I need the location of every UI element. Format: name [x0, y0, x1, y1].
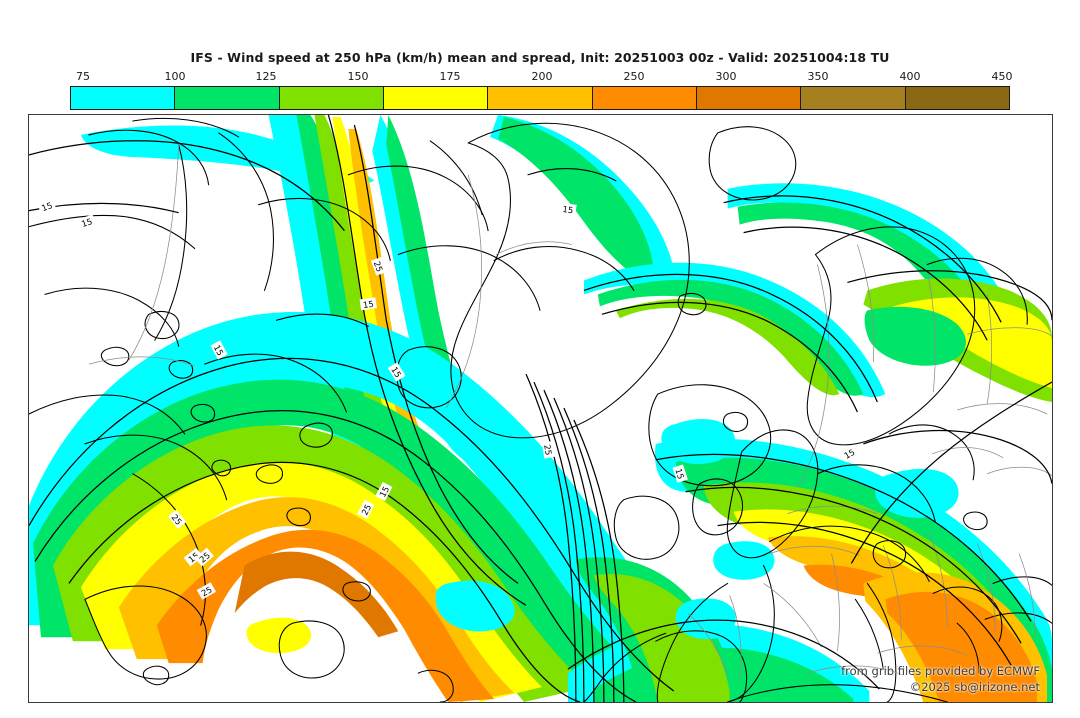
svg-text:15: 15 [212, 343, 226, 357]
fill-band-100-125 [597, 279, 864, 396]
coastlines [29, 117, 1052, 702]
svg-text:15: 15 [40, 200, 54, 213]
fill-band-75-100 [661, 418, 736, 465]
colorbar-tick-0: 75 [76, 70, 90, 83]
colorbar-band-100-125[interactable] [175, 87, 280, 109]
svg-text:25: 25 [359, 503, 373, 517]
colorbar-tick-3: 150 [347, 70, 369, 83]
svg-text:25: 25 [199, 584, 213, 598]
svg-text:25: 25 [372, 260, 385, 274]
fill-band-100-125 [386, 115, 481, 449]
fill-band-150-175 [246, 617, 312, 654]
colorbar-band-200-250[interactable] [592, 87, 697, 109]
fill-band-200-250 [885, 591, 1038, 702]
fill-band-100-125 [498, 116, 654, 285]
map-canvas[interactable]: 15 25 15 25 [28, 114, 1053, 703]
map-svg: 15 25 15 25 [29, 115, 1052, 702]
svg-text:15: 15 [842, 447, 856, 461]
spread-contours [29, 115, 1052, 702]
page-title: IFS - Wind speed at 250 hPa (km/h) mean … [190, 50, 890, 65]
svg-text:15: 15 [673, 467, 686, 480]
svg-text:15: 15 [377, 485, 391, 499]
colorbar-band-125-150[interactable] [279, 87, 384, 109]
colorbar-tick-8: 350 [807, 70, 829, 83]
svg-text:15: 15 [362, 299, 374, 310]
fill-band-75-100 [435, 580, 515, 632]
fill-band-175-200 [118, 497, 515, 702]
colorbar-tick-4: 175 [439, 70, 461, 83]
svg-text:15: 15 [562, 204, 574, 215]
political-borders [88, 144, 1052, 680]
fill-band-150-175 [80, 462, 542, 702]
colorbar-tick-7: 300 [715, 70, 737, 83]
fill-band-100-125 [864, 306, 966, 366]
colorbar-band-150-175[interactable] [383, 87, 489, 109]
colorbar-band-350-450[interactable] [905, 87, 1009, 109]
colorbar-tick-10: 450 [991, 70, 1013, 83]
colorbar-swatches[interactable] [70, 86, 1010, 110]
fill-band-200-250 [156, 529, 495, 702]
colorbar-band-175-200[interactable] [488, 87, 593, 109]
colorbar-band-75-100[interactable] [71, 87, 176, 109]
fill-band-75-100 [713, 541, 775, 580]
colorbar-tick-5: 200 [531, 70, 553, 83]
contour-labels: 15 25 15 25 [37, 198, 859, 600]
fill-band-75-100 [875, 468, 959, 518]
colorbar-band-250-300[interactable] [696, 87, 802, 109]
colorbar-tick-6: 250 [623, 70, 645, 83]
colorbar-tick-9: 400 [899, 70, 921, 83]
svg-text:15: 15 [80, 216, 93, 229]
svg-text:15: 15 [389, 365, 403, 379]
colorbar-tick-2: 125 [255, 70, 277, 83]
svg-text:25: 25 [542, 444, 554, 456]
colorbar-band-300-350[interactable] [801, 87, 906, 109]
colorbar-tick-1: 100 [164, 70, 186, 83]
colorbar-tick-labels: 75 100 125 150 175 200 250 300 350 400 4… [0, 70, 1080, 86]
colorbar[interactable] [70, 86, 1010, 110]
fill-band-125-150 [615, 298, 840, 396]
fill-band-250-300 [234, 551, 399, 638]
fill-band-75-100 [675, 598, 736, 640]
